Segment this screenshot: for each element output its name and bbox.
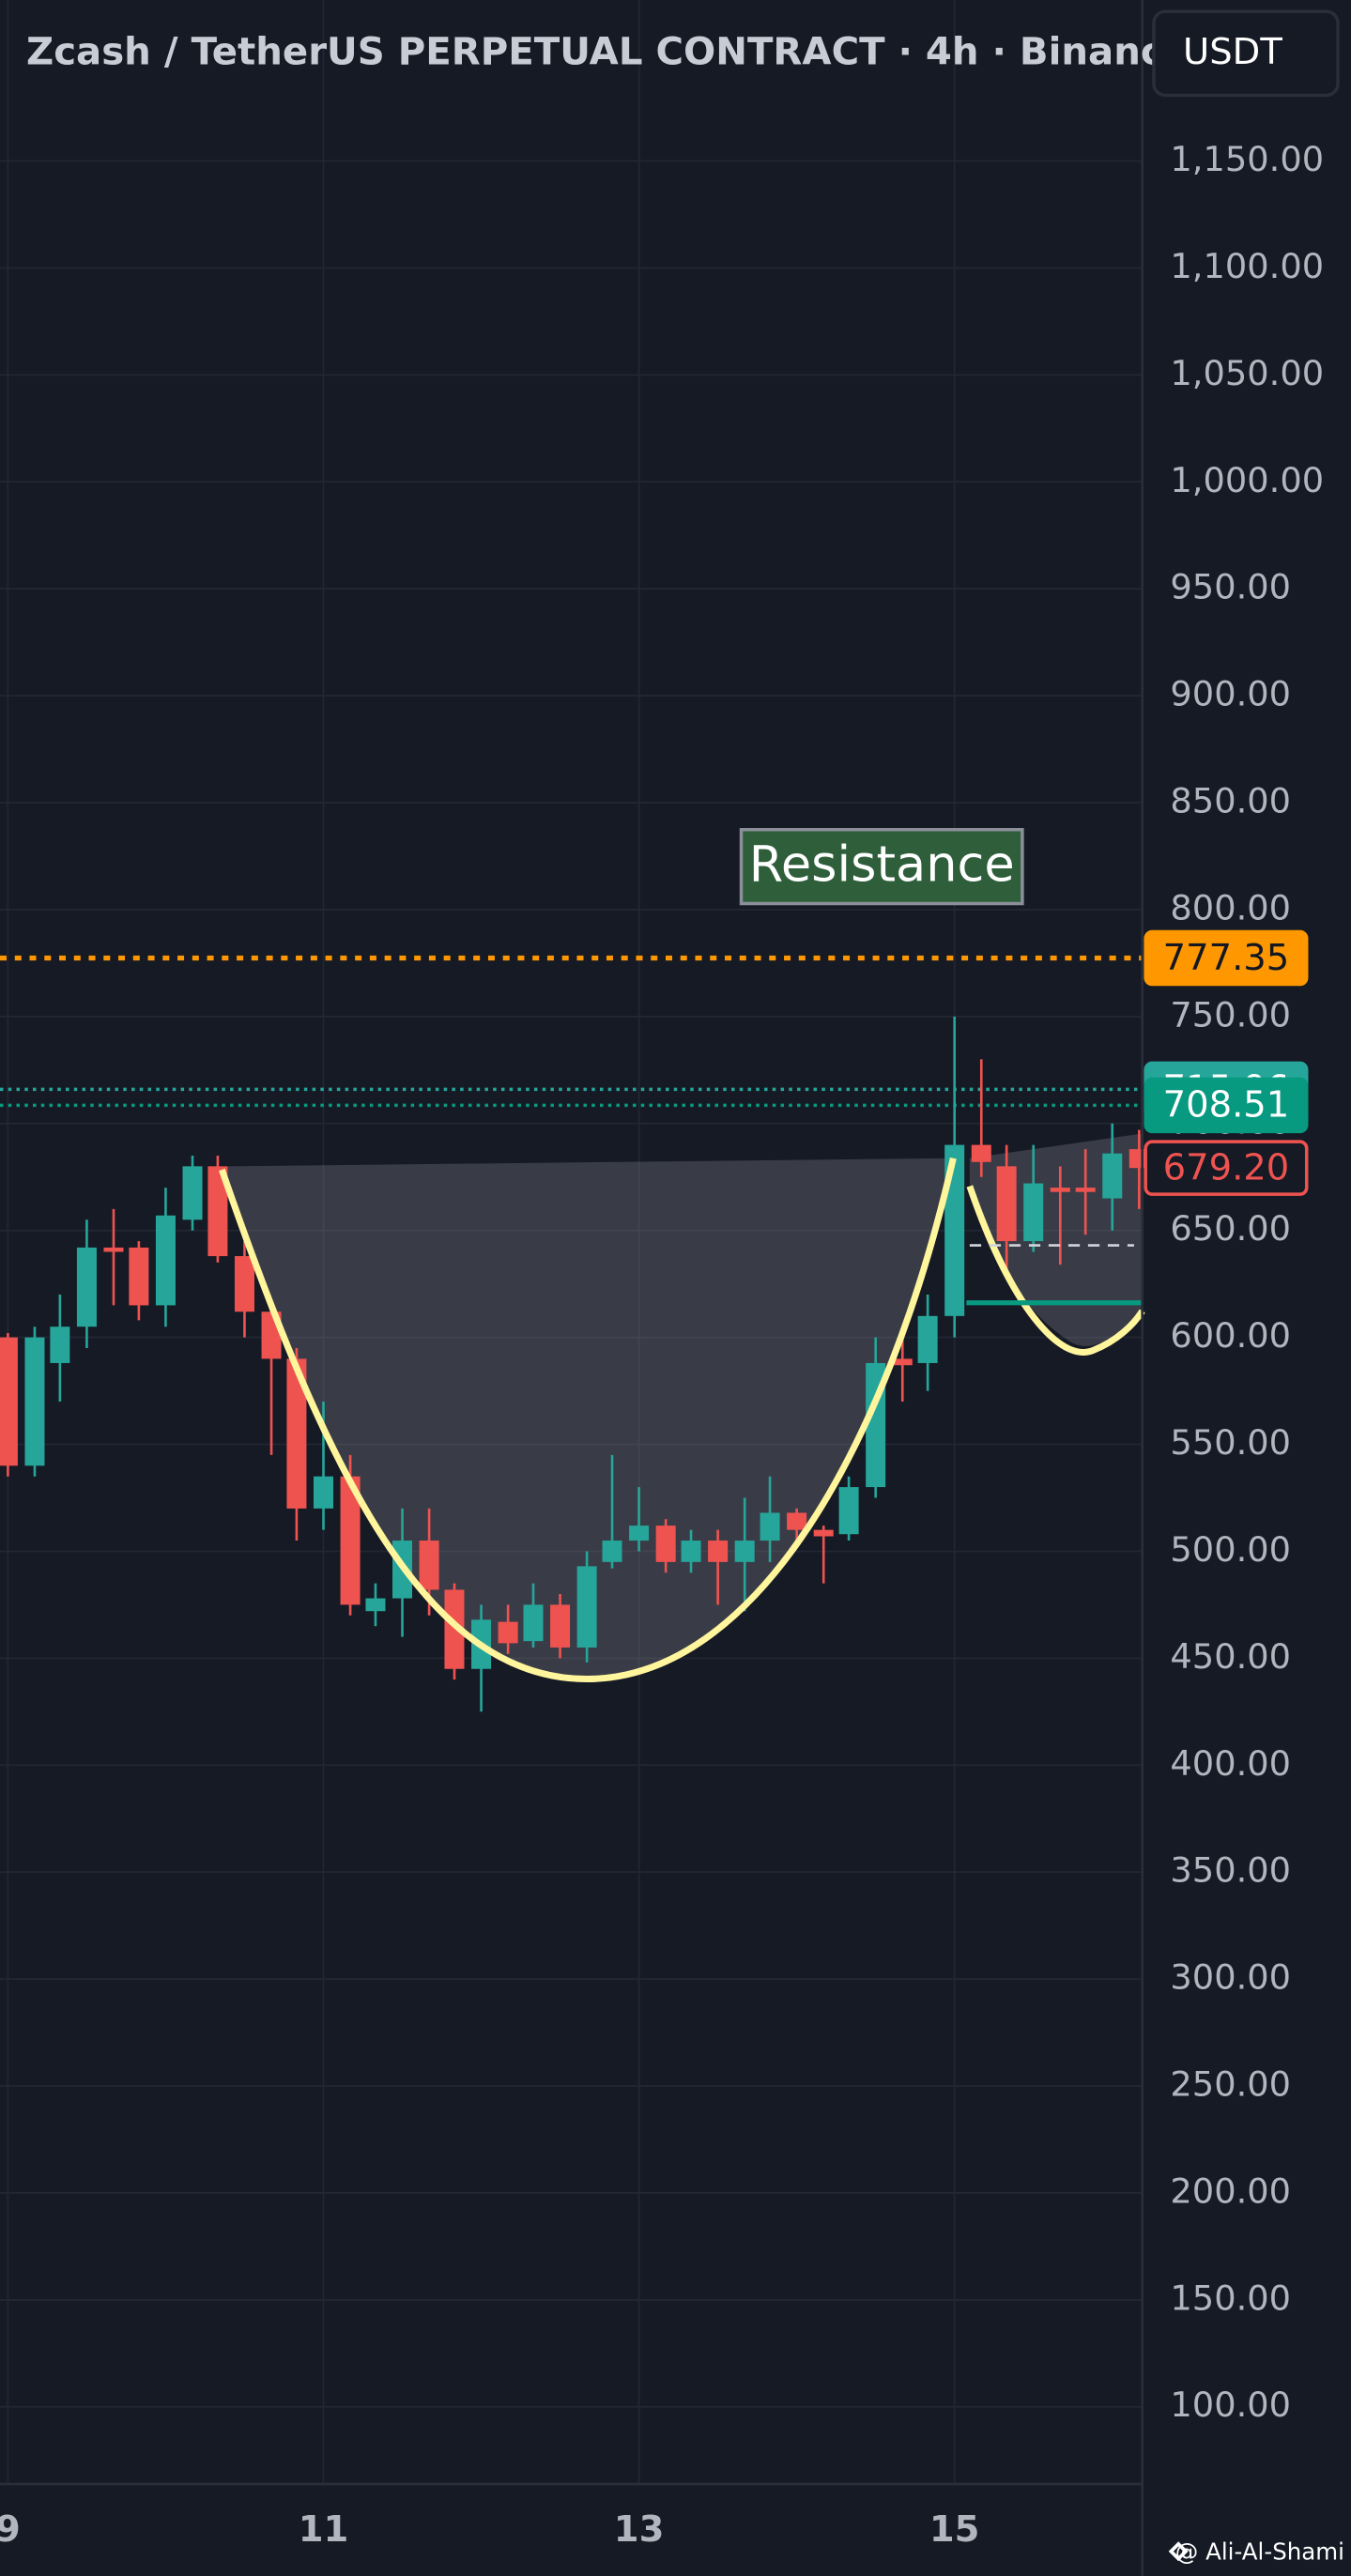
price-label-box xyxy=(1144,1140,1309,1196)
candle-body xyxy=(1050,1188,1070,1192)
grid xyxy=(0,0,1143,2484)
candle-body xyxy=(0,1337,18,1466)
candle-body xyxy=(1075,1188,1096,1192)
candle-body xyxy=(340,1476,361,1605)
candle-body xyxy=(996,1166,1017,1242)
y-tick-label: 500.00 xyxy=(1170,1529,1291,1570)
candle-body xyxy=(50,1326,70,1363)
candle-body xyxy=(787,1512,807,1530)
candle-body xyxy=(419,1541,439,1590)
candle-body xyxy=(234,1256,254,1312)
candle-body xyxy=(24,1337,45,1466)
candle-body xyxy=(444,1589,465,1669)
candle-body xyxy=(576,1566,597,1648)
chart-title: Zcash / TetherUS PERPETUAL CONTRACT · 4h… xyxy=(26,31,1189,74)
handle-curve xyxy=(966,1185,1145,1356)
price-label-box xyxy=(1144,929,1309,987)
candle-body xyxy=(838,1487,859,1535)
author-icon xyxy=(1168,2541,1189,2562)
cup-curve xyxy=(219,1157,957,1683)
candle-body xyxy=(182,1166,203,1220)
candle-body xyxy=(550,1604,571,1648)
candle-body xyxy=(498,1621,518,1644)
candle-body xyxy=(155,1215,176,1306)
candle-body xyxy=(602,1541,622,1562)
y-tick-label: 1,050.00 xyxy=(1170,353,1324,393)
candle-body xyxy=(892,1358,913,1366)
candle-body xyxy=(681,1541,701,1562)
candle-body xyxy=(813,1529,834,1537)
price-label: 777.35 xyxy=(1163,937,1290,979)
annotation-text: Resistance xyxy=(749,836,1015,894)
currency-button[interactable] xyxy=(1152,9,1340,98)
candle-body xyxy=(129,1247,149,1306)
candle-body xyxy=(207,1166,228,1257)
levels xyxy=(0,955,1143,1108)
y-tick-label: 800.00 xyxy=(1170,887,1291,928)
y-tick-label: 900.00 xyxy=(1170,674,1291,714)
author: @ Ali-Al-Shami xyxy=(1175,2538,1344,2566)
y-tick-label: 350.00 xyxy=(1170,1850,1291,1891)
candle-body xyxy=(760,1512,780,1541)
price-label: 679.20 xyxy=(1163,1146,1290,1188)
y-tick-label: 150.00 xyxy=(1170,2277,1291,2318)
candle-body xyxy=(917,1315,938,1363)
candle-body xyxy=(971,1144,991,1162)
y-tick-label: 400.00 xyxy=(1170,1743,1291,1784)
candle-body xyxy=(103,1247,124,1252)
y-tick-label: 550.00 xyxy=(1170,1422,1291,1463)
y-tick-label: 600.00 xyxy=(1170,1315,1291,1356)
candle-body xyxy=(523,1604,544,1642)
y-tick-label: 950.00 xyxy=(1170,567,1291,607)
candle-body xyxy=(629,1526,650,1541)
y-tick-label: 300.00 xyxy=(1170,1957,1291,1998)
x-tick-label: 13 xyxy=(614,2508,665,2551)
candle-body xyxy=(655,1526,676,1562)
x-tick-label: 15 xyxy=(929,2508,980,2551)
y-tick-label: 450.00 xyxy=(1170,1636,1291,1677)
candle-body xyxy=(365,1598,386,1612)
x-tick-label: 9 xyxy=(0,2508,21,2551)
candle-body xyxy=(286,1358,307,1509)
candle-body xyxy=(1023,1183,1044,1242)
candle-body xyxy=(313,1476,334,1509)
price-label: 708.51 xyxy=(1163,1084,1290,1127)
candle-body xyxy=(1102,1153,1123,1199)
candle-body xyxy=(734,1541,755,1562)
y-tick-label: 250.00 xyxy=(1170,2064,1291,2105)
y-tick-label: 1,100.00 xyxy=(1170,246,1324,286)
axis: 100.00 150.00 200.00 250.00 300.00 350.00 400.… xyxy=(0,139,1324,2551)
y-tick-label: 200.00 xyxy=(1170,2170,1291,2211)
y-tick-label: 650.00 xyxy=(1170,1208,1291,1249)
y-tick-label: 100.00 xyxy=(1170,2384,1291,2425)
price-label-box xyxy=(1144,1077,1309,1134)
y-tick-label: 1,000.00 xyxy=(1170,460,1324,500)
x-tick-label: 11 xyxy=(299,2508,349,2551)
y-tick-label: 850.00 xyxy=(1170,781,1291,821)
currency-text[interactable]: USDT xyxy=(1183,31,1282,73)
candle-body xyxy=(708,1541,729,1562)
annotation-box xyxy=(739,828,1024,906)
candle-body xyxy=(76,1247,97,1327)
y-tick-label: 1,150.00 xyxy=(1170,139,1324,179)
y-tick-label: 750.00 xyxy=(1170,994,1291,1035)
